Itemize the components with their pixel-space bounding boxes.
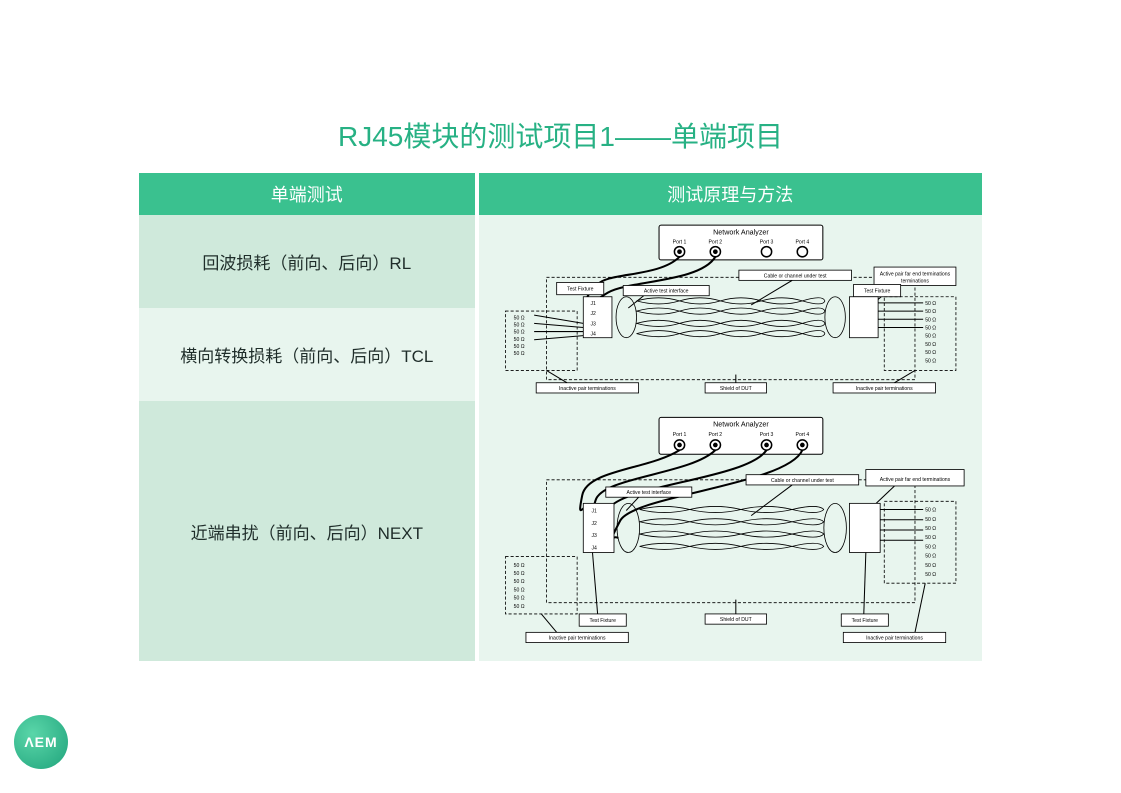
svg-text:50 Ω: 50 Ω [513, 587, 524, 593]
aem-logo: ΛEM [14, 715, 68, 769]
svg-text:Cable or channel under test: Cable or channel under test [763, 273, 826, 279]
svg-text:50 Ω: 50 Ω [925, 317, 936, 323]
svg-text:Test Fixture: Test Fixture [589, 618, 616, 624]
svg-text:50 Ω: 50 Ω [925, 526, 936, 532]
svg-text:50 Ω: 50 Ω [513, 604, 524, 610]
diagram-next: Network Analyzer Port 1 Port 2 Port 3 Po… [479, 401, 982, 661]
diagram-rl-tcl: Network Analyzer Port 1 Port 2 Port 3 Po… [479, 215, 982, 401]
svg-text:Active pair far end terminatio: Active pair far end terminations [879, 271, 950, 277]
svg-text:J1: J1 [591, 509, 597, 515]
svg-text:Test Fixture: Test Fixture [567, 287, 594, 293]
svg-text:J4: J4 [591, 545, 597, 551]
svg-text:50 Ω: 50 Ω [925, 544, 936, 550]
svg-text:Port 4: Port 4 [795, 240, 809, 246]
svg-text:50 Ω: 50 Ω [925, 309, 936, 315]
svg-text:Cable or channel under test: Cable or channel under test [771, 478, 834, 484]
svg-text:50 Ω: 50 Ω [925, 342, 936, 348]
svg-text:Inactive pair terminations: Inactive pair terminations [855, 386, 912, 392]
svg-text:50 Ω: 50 Ω [513, 571, 524, 577]
svg-text:terminations: terminations [901, 278, 929, 284]
svg-text:50 Ω: 50 Ω [925, 334, 936, 340]
logo-text: ΛEM [24, 734, 57, 750]
slide-title: RJ45模块的测试项目1——单端项目 [135, 115, 986, 155]
svg-text:50 Ω: 50 Ω [925, 508, 936, 514]
svg-text:Port 2: Port 2 [708, 432, 722, 438]
svg-text:Shield of DUT: Shield of DUT [720, 617, 752, 623]
svg-text:Inactive pair terminations: Inactive pair terminations [548, 636, 605, 642]
row-rl-label: 回波损耗（前向、后向）RL [139, 215, 475, 308]
svg-text:50 Ω: 50 Ω [513, 596, 524, 602]
svg-text:Port 4: Port 4 [795, 432, 809, 438]
svg-text:J2: J2 [591, 521, 597, 527]
svg-text:50 Ω: 50 Ω [513, 322, 524, 328]
svg-text:50 Ω: 50 Ω [925, 326, 936, 332]
svg-text:Network Analyzer: Network Analyzer [713, 421, 769, 429]
svg-text:50 Ω: 50 Ω [925, 572, 936, 578]
svg-text:Active test interface: Active test interface [644, 289, 689, 295]
svg-text:50 Ω: 50 Ω [513, 344, 524, 350]
svg-text:Port 1: Port 1 [672, 432, 686, 438]
svg-text:Inactive pair terminations: Inactive pair terminations [866, 636, 923, 642]
svg-text:Test Fixture: Test Fixture [851, 618, 878, 624]
row-tcl-label: 横向转换损耗（前向、后向）TCL [139, 308, 475, 401]
svg-text:Active pair far end terminatio: Active pair far end terminations [879, 477, 950, 483]
svg-text:Network Analyzer: Network Analyzer [713, 228, 769, 236]
diagram-bottom-cell: Network Analyzer Port 1 Port 2 Port 3 Po… [479, 401, 982, 661]
col-header-method: 测试原理与方法 [479, 173, 982, 215]
col-header-test: 单端测试 [139, 173, 475, 215]
svg-text:Shield of DUT: Shield of DUT [720, 386, 752, 392]
svg-text:J3: J3 [591, 533, 597, 539]
svg-text:Port 3: Port 3 [759, 240, 773, 246]
svg-text:J3: J3 [590, 321, 596, 327]
svg-text:J4: J4 [590, 332, 596, 338]
svg-text:J2: J2 [590, 311, 596, 317]
svg-text:Port 1: Port 1 [672, 240, 686, 246]
svg-text:50 Ω: 50 Ω [925, 301, 936, 307]
svg-text:50 Ω: 50 Ω [925, 554, 936, 560]
svg-text:Test Fixture: Test Fixture [863, 289, 890, 295]
svg-text:50 Ω: 50 Ω [925, 563, 936, 569]
diagram-top-cell: Network Analyzer Port 1 Port 2 Port 3 Po… [479, 215, 982, 401]
svg-text:Port 2: Port 2 [708, 240, 722, 246]
svg-text:50 Ω: 50 Ω [513, 579, 524, 585]
svg-text:Inactive pair terminations: Inactive pair terminations [559, 386, 616, 392]
svg-text:50 Ω: 50 Ω [513, 337, 524, 343]
svg-text:50 Ω: 50 Ω [925, 535, 936, 541]
svg-text:50 Ω: 50 Ω [925, 350, 936, 356]
svg-text:50 Ω: 50 Ω [513, 315, 524, 321]
test-table: 单端测试 测试原理与方法 回波损耗（前向、后向）RL Network Analy… [135, 173, 986, 661]
svg-text:50 Ω: 50 Ω [925, 358, 936, 364]
svg-text:J1: J1 [590, 301, 596, 307]
svg-text:Port 3: Port 3 [759, 432, 773, 438]
svg-text:Active test interface: Active test interface [626, 490, 671, 496]
svg-text:50 Ω: 50 Ω [513, 351, 524, 357]
row-next-label: 近端串扰（前向、后向）NEXT [139, 401, 475, 661]
svg-text:50 Ω: 50 Ω [513, 563, 524, 569]
svg-text:50 Ω: 50 Ω [513, 330, 524, 336]
svg-text:50 Ω: 50 Ω [925, 517, 936, 523]
